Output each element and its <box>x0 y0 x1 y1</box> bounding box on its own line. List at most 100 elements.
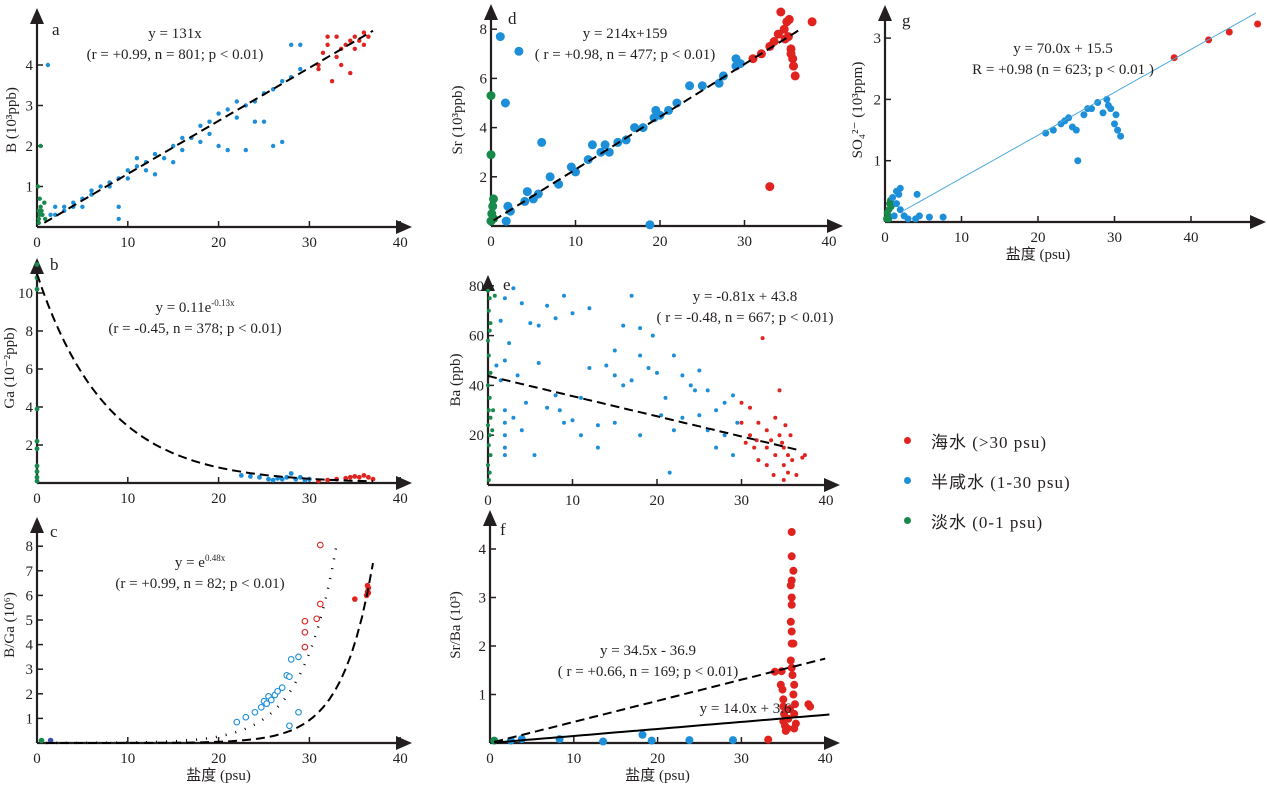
data-point-seawater <box>777 433 782 438</box>
y-axis-label: B/Ga (10⁶) <box>2 592 18 658</box>
x-tick-label: 40 <box>818 751 833 767</box>
data-point-brackish <box>595 423 600 428</box>
data-point-seawater <box>316 66 321 72</box>
panel-f: 0 10 20 30 40 1 2 3 4f Sr/Ba (10³) 盐度 (psu) y = 34.… <box>448 510 840 784</box>
data-point-seawater <box>325 34 330 39</box>
y-tick-label: 6 <box>26 588 34 604</box>
legend-label: 海水 (>30 psu) <box>931 432 1048 452</box>
y-tick-label: 4 <box>479 542 487 558</box>
data-point-brackish <box>896 206 904 214</box>
data-point-seawater-open <box>316 600 324 608</box>
data-point-seawater <box>786 617 795 626</box>
data-point-brackish <box>289 42 294 47</box>
data-point-freshwater <box>34 262 40 267</box>
data-point-seawater <box>781 463 786 468</box>
x-tick-label: 0 <box>486 751 494 767</box>
data-point-seawater <box>1254 20 1262 28</box>
y-axis-label: B (10³ppb) <box>4 87 20 153</box>
data-point-brackish <box>234 99 239 104</box>
data-point-seawater <box>789 61 798 71</box>
data-point-brackish-open <box>251 708 259 716</box>
data-point-brackish <box>553 393 558 398</box>
data-point-brackish <box>904 215 912 223</box>
x-axis-arrow-icon <box>824 736 840 750</box>
data-point-seawater <box>771 473 776 477</box>
data-point-brackish <box>180 135 185 141</box>
data-point-brackish <box>655 110 665 120</box>
data-point-freshwater <box>486 308 491 313</box>
fit-stats: R = +0.98 (n = 623; p < 0.01 ) <box>972 62 1154 78</box>
data-point-freshwater <box>486 423 490 428</box>
data-point-freshwater <box>488 370 493 375</box>
data-point-brackish <box>501 216 511 226</box>
y-axis-arrow-icon <box>481 275 495 291</box>
y-tick-label: 7 <box>26 564 34 580</box>
data-point-brackish <box>893 200 900 208</box>
data-point-seawater <box>777 388 782 393</box>
data-point-seawater <box>783 423 788 428</box>
data-point-brackish <box>511 415 516 420</box>
x-tick-label: 20 <box>653 234 668 250</box>
data-point-seawater <box>366 34 371 39</box>
data-point-brackish <box>604 363 609 368</box>
data-point-freshwater <box>887 203 895 211</box>
data-point-seawater <box>754 438 759 443</box>
x-tick-label: 30 <box>302 235 317 251</box>
panel-letter: f <box>500 520 506 539</box>
data-point-brackish <box>284 474 290 480</box>
data-point-brackish <box>638 326 643 331</box>
data-point-brackish <box>533 189 543 199</box>
data-point-brackish <box>647 736 656 745</box>
fit-equation: y = 70.0x + 15.5 <box>1013 41 1112 57</box>
data-point-seawater <box>769 37 779 46</box>
fit-stats: ( r = -0.48, n = 667; p < 0.01) <box>656 310 833 326</box>
data-point-seawater <box>325 42 330 47</box>
data-point-brackish <box>697 413 702 418</box>
panel-e: 0 10 20 30 40 20 40 60 80 e Ba (ppb) y = -0.81x + 4… <box>448 275 840 509</box>
data-point-brackish <box>152 172 158 177</box>
data-point-brackish-open <box>278 684 286 691</box>
data-point-brackish <box>257 474 262 480</box>
panel-g: 0 10 20 30 40 1 2 3 g SO₄²⁻ (10³ppm) 盐度 (psu) y = 7… <box>850 5 1266 263</box>
x-tick-label: 20 <box>1031 230 1046 246</box>
data-point-brackish-open <box>295 708 302 716</box>
data-point-brackish <box>507 341 512 346</box>
data-point-seawater <box>760 336 765 341</box>
data-point-brackish <box>629 378 634 383</box>
data-point-brackish <box>688 383 693 388</box>
data-point-brackish <box>587 366 592 370</box>
data-point-brackish <box>519 428 524 433</box>
fit-stats: (r = +0.99, n = 801; p < 0.01) <box>87 47 264 63</box>
data-point-seawater <box>361 42 367 47</box>
x-tick-label: 10 <box>566 751 581 767</box>
fit-equation-exponent: -0.13x <box>211 298 235 308</box>
data-point-seawater <box>780 440 785 445</box>
data-point-brackish <box>680 373 685 378</box>
data-point-brackish <box>216 143 221 149</box>
data-point-brackish <box>570 311 575 316</box>
data-point-brackish <box>562 293 566 298</box>
data-point-freshwater <box>38 204 43 209</box>
data-point-brackish <box>498 318 503 323</box>
data-point-brackish <box>1074 157 1082 165</box>
data-point-brackish <box>913 190 921 198</box>
data-point-brackish <box>714 445 719 450</box>
x-tick-label: 10 <box>120 751 135 767</box>
data-point-freshwater <box>489 214 498 224</box>
x-axis-arrow-icon <box>396 476 412 490</box>
y-tick-label: 4 <box>26 400 34 416</box>
y-tick-label: 80 <box>469 279 484 295</box>
data-point-brackish <box>693 388 697 393</box>
data-point-brackish <box>645 220 655 230</box>
data-point-brackish <box>125 176 130 181</box>
data-point-brackish <box>288 471 294 476</box>
data-point-brackish-open <box>287 656 295 663</box>
y-tick-label: 40 <box>469 378 484 394</box>
data-point-seawater <box>786 581 795 590</box>
data-point-freshwater <box>491 408 496 413</box>
data-point-seawater <box>739 400 744 405</box>
data-point-brackish <box>638 730 647 739</box>
data-point-freshwater <box>36 208 41 213</box>
data-point-seawater <box>786 453 790 458</box>
data-point-seawater <box>776 7 786 17</box>
